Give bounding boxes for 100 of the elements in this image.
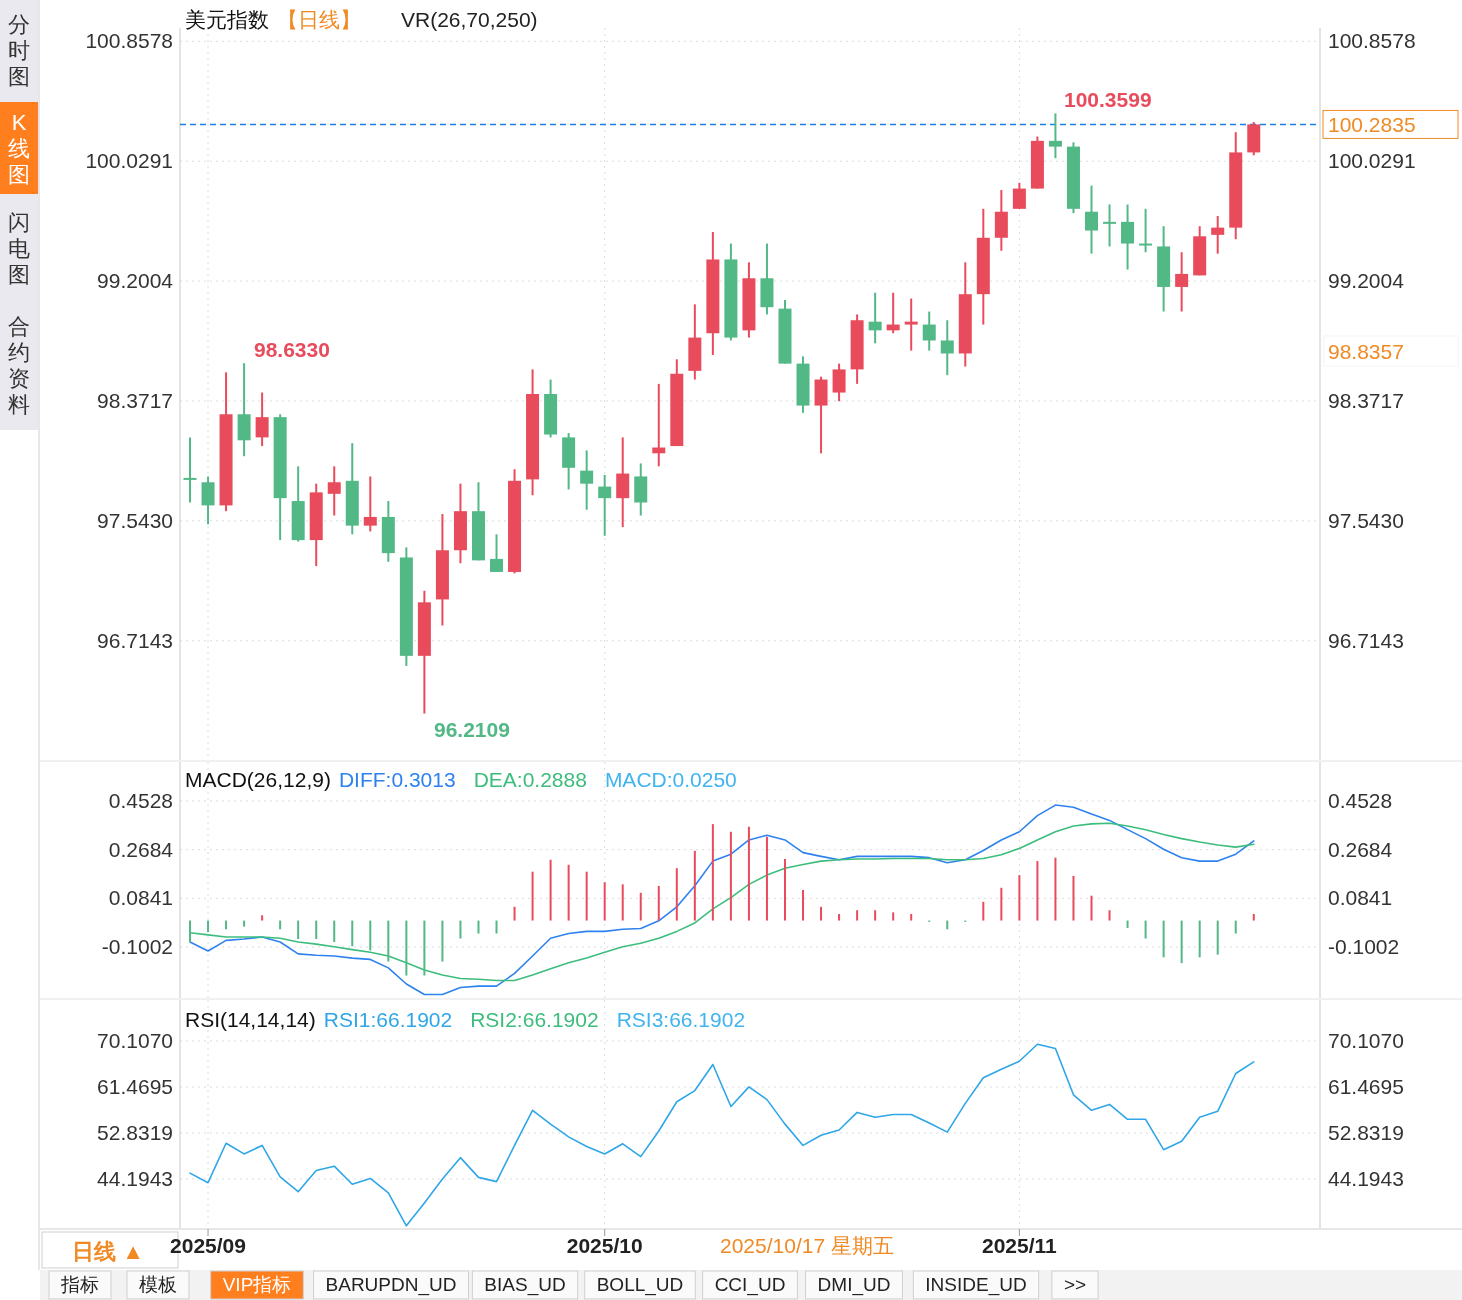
bar: [549, 859, 552, 921]
y-tick-label: 96.7143: [97, 628, 173, 652]
chart-title: 美元指数: [185, 8, 269, 31]
candlestick: [868, 291, 882, 345]
y2-tick-label: 0.2684: [1328, 837, 1393, 861]
bar: [1054, 857, 1057, 921]
x-tick-label: 2025/11: [982, 1234, 1058, 1257]
candlestick: [904, 297, 918, 352]
candlestick: [1048, 112, 1062, 160]
bar: [405, 920, 408, 976]
candlestick: [490, 533, 504, 573]
y-tick-label: 100.8578: [85, 29, 173, 53]
candlestick: [922, 310, 936, 352]
bar: [1000, 887, 1003, 921]
bar: [1162, 920, 1165, 958]
bar: [585, 871, 588, 921]
candlestick: [1175, 251, 1189, 313]
y-tick-label: 70.1070: [97, 1029, 173, 1053]
bar: [315, 920, 318, 940]
y-tick-label: 97.5430: [97, 508, 173, 532]
y2-tick-label: 98.3717: [1328, 388, 1404, 412]
bar: [189, 920, 191, 942]
y2-tick-label: 70.1070: [1328, 1029, 1404, 1053]
bar: [693, 850, 696, 921]
bar: [423, 920, 426, 976]
text: RSI1:66.1902: [323, 1008, 453, 1031]
ref-line-label: 100.2835: [1328, 113, 1416, 137]
y-tick-label: 100.0291: [85, 149, 173, 173]
bar: [1234, 920, 1237, 934]
bar: [910, 913, 913, 921]
y2-tick-label: 97.5430: [1328, 508, 1404, 532]
candlestick: [327, 465, 341, 517]
text: BIAS_UD: [484, 1274, 566, 1296]
x-tick-label: 2025/09: [170, 1234, 246, 1257]
bar: [1198, 920, 1201, 958]
line-series: [189, 1043, 1255, 1227]
candlestick: [255, 391, 269, 448]
bar: [838, 913, 841, 921]
bar: [225, 920, 228, 930]
chart-subtitle: 【日线】: [277, 8, 361, 31]
bar: [603, 882, 606, 921]
bar: [369, 920, 372, 951]
text: BOLL_UD: [596, 1274, 684, 1296]
y2-tick-label: 100.8578: [1328, 29, 1416, 53]
candlestick: [1085, 184, 1098, 255]
bar: [765, 836, 768, 921]
bar: [820, 906, 823, 921]
candlestick: [1121, 203, 1135, 271]
annotation: 96.2109: [434, 718, 510, 741]
text: >>: [1063, 1274, 1087, 1295]
bar: [783, 858, 786, 921]
y-tick-label: 99.2004: [97, 269, 174, 293]
line-series: [189, 822, 1255, 982]
text: 分时图: [8, 12, 30, 89]
bar: [1018, 875, 1021, 921]
bar: [1144, 920, 1147, 939]
bar: [1108, 910, 1111, 921]
y-tick-label: -0.1002: [101, 935, 173, 959]
candlestick: [1139, 207, 1153, 254]
y2-tick-label: 44.1943: [1328, 1166, 1404, 1190]
bar: [531, 871, 534, 921]
y2-tick-label: 0.4528: [1328, 788, 1393, 812]
y2-tick-label: 61.4695: [1328, 1075, 1404, 1099]
bar: [387, 920, 390, 962]
bar: [495, 920, 498, 934]
bar: [1072, 875, 1075, 921]
bar: [297, 920, 300, 940]
text: 模板: [139, 1274, 177, 1295]
series-label: MACD:0.0250: [604, 768, 737, 791]
bar: [874, 910, 877, 921]
bar: [1036, 861, 1039, 921]
candlestick: [1103, 203, 1117, 248]
bar: [333, 920, 336, 942]
y2-tick-label: 96.7143: [1328, 628, 1404, 652]
bar: [243, 920, 246, 927]
text: DEA:0.2888: [473, 768, 587, 791]
bar: [1216, 920, 1219, 955]
bar: [982, 901, 985, 921]
candlestick: [1211, 215, 1225, 255]
candlestick: [940, 319, 954, 377]
candlestick: [363, 475, 377, 533]
bar: [459, 920, 462, 939]
text: VIP指标: [222, 1274, 292, 1295]
y2-tick-label: 0.0841: [1328, 886, 1393, 910]
bar: [567, 864, 570, 921]
y-tick-label: 98.3717: [97, 388, 173, 412]
bar: [477, 920, 480, 934]
y2-tick-label: 52.8319: [1328, 1121, 1404, 1144]
y-tick-label: 0.0841: [108, 886, 173, 910]
candlestick: [580, 449, 594, 511]
bar: [1126, 920, 1129, 928]
text: 日线 ▲: [72, 1239, 144, 1264]
candlestick: [1012, 181, 1026, 210]
bar: [747, 826, 750, 921]
bar: [946, 920, 949, 930]
bar: [621, 884, 624, 921]
bar: [711, 824, 714, 921]
bar: [657, 885, 660, 921]
y-tick-label: 0.4528: [108, 788, 173, 812]
y2-tick-label: -0.1002: [1328, 935, 1400, 959]
